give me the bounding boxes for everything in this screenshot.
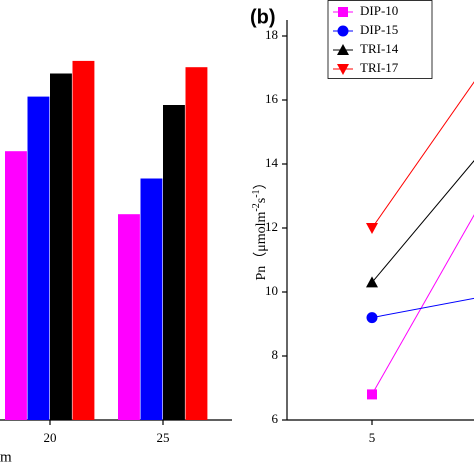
series-line <box>371 160 474 283</box>
plot-area <box>366 81 474 400</box>
marker <box>366 276 378 288</box>
label-part: s <box>254 198 269 203</box>
bar <box>72 60 95 421</box>
legend-label: TRI-17 <box>360 60 399 75</box>
bar <box>27 96 50 420</box>
series-line <box>371 81 474 229</box>
legend-label: DIP-15 <box>360 22 398 37</box>
legend-label: TRI-14 <box>360 41 399 56</box>
y-tick-label: 18 <box>265 27 278 42</box>
y-tick-label: 14 <box>265 155 279 170</box>
x-tick-label: 25 <box>157 430 170 445</box>
label-part: Pn（μmolm <box>253 211 269 280</box>
series-line <box>371 297 474 319</box>
x-axis-label: m <box>0 449 12 465</box>
label-part: -1 <box>251 189 262 197</box>
marker <box>366 223 378 234</box>
y-tick-label: 12 <box>265 219 278 234</box>
marker <box>338 7 348 17</box>
label-part: ） <box>253 175 269 189</box>
marker <box>366 312 378 324</box>
label-part: -2 <box>251 203 262 211</box>
y-tick-label: 6 <box>272 411 279 426</box>
series-line <box>371 214 474 395</box>
y-axis-label: Pn（μmolm-2s-1） <box>251 175 269 280</box>
bar <box>185 67 208 420</box>
marker <box>367 389 377 400</box>
bar <box>5 151 27 420</box>
x-tick-label: 5 <box>369 430 376 445</box>
y-tick-label: 16 <box>265 91 279 106</box>
bar <box>140 178 163 420</box>
legend-label: DIP-10 <box>360 3 398 18</box>
marker <box>337 64 349 75</box>
bar <box>163 105 185 420</box>
bar <box>50 73 72 420</box>
marker <box>337 25 349 37</box>
x-tick-label: 20 <box>44 430 57 445</box>
marker <box>337 44 349 55</box>
bar <box>118 214 140 420</box>
y-tick-label: 10 <box>265 283 278 298</box>
panel-label: (b) <box>250 6 276 28</box>
y-tick-label: 8 <box>272 347 279 362</box>
